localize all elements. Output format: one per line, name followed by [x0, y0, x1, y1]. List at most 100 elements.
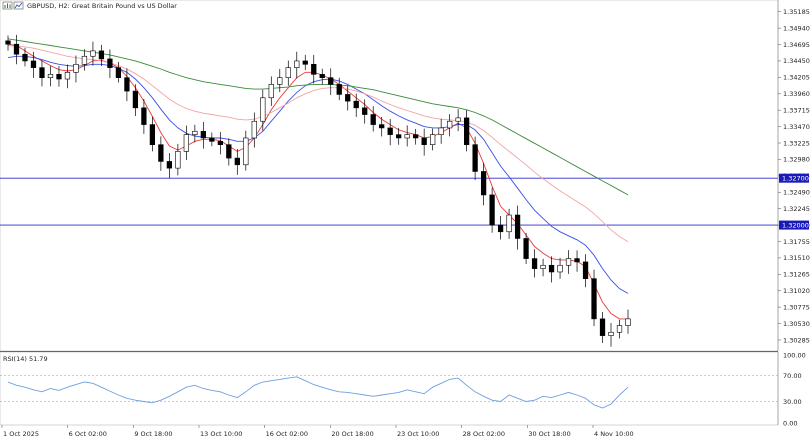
candle-body-51 [438, 127, 444, 135]
candle-body-33 [285, 67, 291, 78]
candle-46 [396, 127, 402, 145]
level-label-0: 1.32700 [782, 175, 809, 183]
chart-line-icon[interactable] [13, 1, 24, 10]
candle-23 [200, 121, 206, 149]
candle-73 [625, 309, 631, 334]
candle-43 [370, 106, 376, 132]
candle-7 [64, 64, 71, 89]
candle-body-7 [64, 72, 71, 80]
price-tick-label-18: 1.30775 [783, 303, 810, 311]
candle-body-2 [22, 53, 28, 62]
candle-body-47 [404, 134, 410, 139]
rsi-line [7, 376, 629, 409]
candle-61 [523, 233, 529, 264]
price-tick-label-0: 1.35185 [783, 8, 810, 16]
candle-body-40 [345, 94, 351, 102]
candle-27 [234, 148, 240, 175]
candle-body-46 [396, 134, 402, 139]
candle-body-5 [47, 74, 54, 78]
candle-52 [447, 114, 453, 137]
candle-body-12 [107, 58, 113, 68]
candle-58 [497, 215, 504, 240]
rsi-tick-label-3: 0.00 [783, 419, 797, 427]
candle-body-19 [166, 161, 173, 169]
time-tick-label-5: 20 Oct 18:00 [331, 430, 373, 438]
rsi-panel: 100.00 70.00 30.00 0.00 [0, 351, 806, 427]
candle-body-27 [234, 157, 240, 166]
candle-6 [56, 66, 62, 87]
candle-37 [319, 68, 325, 85]
candle-body-16 [141, 107, 147, 125]
candle-30 [260, 89, 266, 131]
chart-bars-icon[interactable] [2, 1, 13, 10]
candle-50 [430, 128, 436, 151]
time-tick-label-2: 9 Oct 18:00 [134, 430, 172, 438]
candle-33 [285, 60, 291, 86]
candle-15 [132, 84, 139, 116]
candle-body-29 [251, 120, 257, 139]
candle-68 [582, 254, 589, 288]
candle-body-3 [30, 60, 37, 68]
candle-69 [591, 269, 597, 327]
candle-body-25 [217, 141, 223, 145]
candle-body-31 [268, 84, 274, 99]
candle-66 [565, 250, 572, 274]
candle-26 [226, 138, 232, 166]
candle-3 [30, 51, 37, 78]
candle-16 [141, 98, 147, 134]
candle-20 [175, 143, 181, 176]
candle-body-8 [73, 63, 79, 73]
candle-32 [277, 68, 283, 93]
candle-72 [616, 319, 623, 339]
time-tick-label-8: 30 Oct 18:00 [528, 430, 570, 438]
price-tick-label-16: 1.31265 [783, 271, 810, 279]
candle-49 [421, 128, 427, 156]
candle-body-18 [158, 144, 164, 162]
candle-body-1 [13, 43, 20, 55]
candle-body-4 [39, 67, 45, 78]
candle-48 [413, 128, 419, 145]
candle-57 [489, 187, 495, 233]
candle-body-61 [523, 238, 529, 259]
rsi-tick-label-2: 30.00 [783, 398, 802, 406]
candle-25 [217, 131, 223, 155]
time-axis: 1 Oct 2025 6 Oct 02:00 9 Oct 18:00 13 Oct 1… [1, 425, 634, 438]
candle-54 [463, 109, 470, 152]
time-tick-label-4: 16 Oct 02:00 [266, 430, 308, 438]
candle-body-21 [183, 134, 189, 152]
candle-body-11 [98, 50, 105, 60]
candle-body-69 [591, 278, 597, 320]
rsi-tick-label-1: 70.00 [783, 372, 802, 380]
candle-body-70 [599, 318, 606, 336]
candle-body-13 [115, 67, 122, 78]
price-tick-label-19: 1.30530 [783, 320, 810, 328]
candle-body-56 [480, 171, 487, 196]
candle-body-44 [379, 124, 385, 129]
candle-body-38 [328, 77, 334, 85]
candle-10 [90, 41, 96, 66]
candle-body-28 [243, 137, 249, 166]
candle-body-57 [489, 194, 495, 226]
header: GBPUSD, H2: Great Britain Pound vs US Do… [2, 1, 177, 10]
candle-body-67 [574, 258, 580, 263]
candle-17 [149, 116, 156, 152]
rsi-label: RSI(14) 51.79 [3, 355, 48, 363]
price-tick-label-8: 1.33225 [783, 139, 810, 147]
candle-body-53 [455, 117, 461, 122]
candle-62 [531, 249, 538, 278]
candle-body-72 [616, 325, 623, 333]
candle-42 [362, 99, 368, 124]
candle-9 [81, 49, 88, 71]
candle-1 [13, 34, 20, 65]
candle-56 [480, 162, 487, 206]
candle-19 [166, 152, 173, 179]
candle-body-6 [56, 74, 62, 80]
candle-36 [311, 54, 317, 84]
price-tick-label-17: 1.31020 [783, 287, 810, 295]
candle-body-41 [353, 100, 359, 109]
time-tick-label-3: 13 Oct 10:00 [200, 430, 242, 438]
candle-body-50 [430, 134, 436, 145]
price-tick-label-1: 1.34940 [783, 24, 810, 32]
level-label-1: 1.32000 [782, 221, 809, 229]
